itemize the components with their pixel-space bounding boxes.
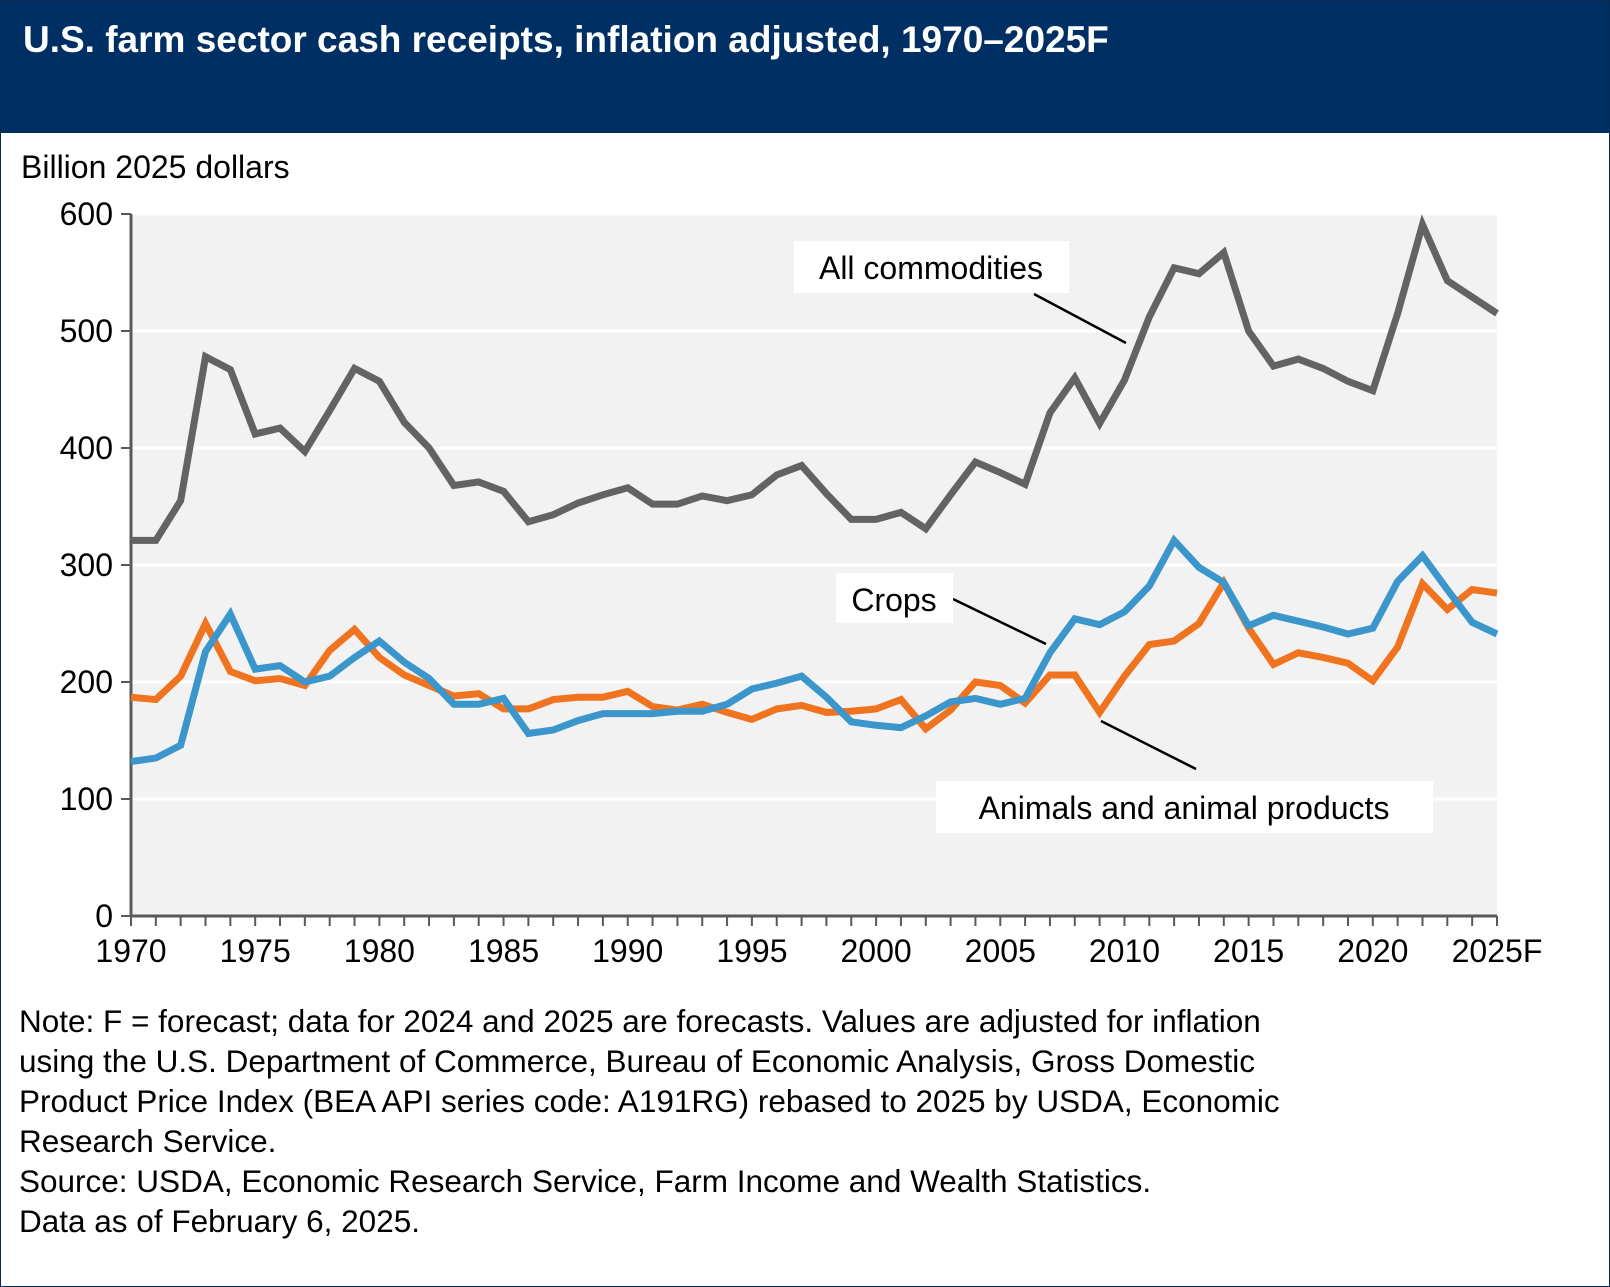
x-tick-label: 1990 [592,933,663,969]
note-line: using the U.S. Department of Commerce, B… [19,1043,1255,1079]
series-label: Animals and animal products [979,790,1390,826]
series-line-animals-and-animal-products [130,575,1498,734]
x-tick-label: 2025F [1452,933,1543,969]
footnote: Note: F = forecast; data for 2024 and 20… [19,1001,1599,1241]
x-tick-label: 1975 [220,933,291,969]
y-tick-label: 100 [60,781,113,817]
label-box [836,573,953,623]
note-line: Product Price Index (BEA API series code… [19,1083,1280,1119]
x-tick-label: 2020 [1337,933,1408,969]
leader-line [952,597,1047,646]
data-date-line: Data as of February 6, 2025. [19,1203,420,1239]
series-line-crops [130,534,1499,766]
series-label: Crops [851,582,936,618]
series-line-all-commodities [131,214,1499,544]
x-tick-label: 2015 [1213,933,1284,969]
y-tick-label: 200 [60,664,113,700]
note-line: Note: F = forecast; data for 2024 and 20… [19,1003,1261,1039]
note-line: Research Service. [19,1123,277,1159]
y-tick-label: 600 [60,196,113,232]
y-tick-label: 300 [60,547,113,583]
x-tick-label: 1995 [716,933,787,969]
x-tick-label: 2000 [840,933,911,969]
series-label: All commodities [819,250,1043,286]
source-line: Source: USDA, Economic Research Service,… [19,1163,1152,1199]
x-tick-label: 1985 [468,933,539,969]
x-tick-label: 1980 [344,933,415,969]
leader-line [1033,292,1127,345]
y-tick-label: 400 [60,430,113,466]
y-axis-label: Billion 2025 dollars [21,149,290,185]
title-banner: U.S. farm sector cash receipts, inflatio… [1,1,1609,133]
line-chart: 0 100 200 300 400 500 600 1970 1975 1980 1985 1990 1… [60,196,1543,969]
x-tick-label: 2005 [965,933,1036,969]
y-tick-label: 0 [95,898,113,934]
y-tick-label: 500 [60,313,113,349]
x-tick-label: 2010 [1089,933,1160,969]
x-tick-label: 1970 [95,933,166,969]
chart-title: U.S. farm sector cash receipts, inflatio… [23,19,1109,60]
label-box [936,781,1433,833]
label-box [794,241,1069,293]
leader-line [1100,719,1197,771]
